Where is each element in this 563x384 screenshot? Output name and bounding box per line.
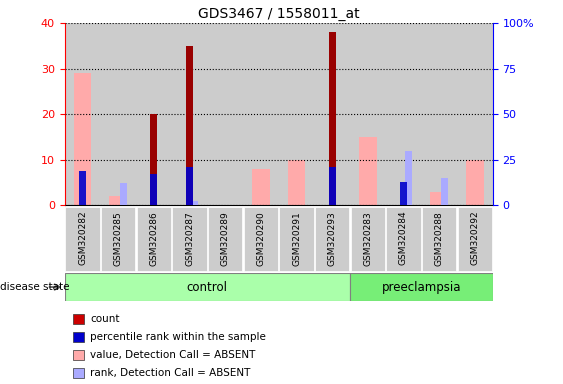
Text: preeclampsia: preeclampsia <box>382 281 461 293</box>
Text: GSM320287: GSM320287 <box>185 211 194 266</box>
Bar <box>386 23 421 205</box>
Bar <box>314 23 350 205</box>
Bar <box>421 23 457 205</box>
FancyBboxPatch shape <box>386 207 421 271</box>
Bar <box>73 368 84 377</box>
Text: GSM320286: GSM320286 <box>149 211 158 266</box>
Bar <box>243 23 279 205</box>
Bar <box>65 23 100 205</box>
FancyBboxPatch shape <box>422 207 456 271</box>
Text: percentile rank within the sample: percentile rank within the sample <box>91 332 266 342</box>
Bar <box>186 167 193 205</box>
Bar <box>150 114 158 205</box>
Bar <box>74 73 91 205</box>
Bar <box>73 332 84 342</box>
FancyBboxPatch shape <box>137 207 171 271</box>
FancyBboxPatch shape <box>244 207 278 271</box>
Text: value, Detection Call = ABSENT: value, Detection Call = ABSENT <box>91 350 256 360</box>
Text: GSM320285: GSM320285 <box>114 211 123 266</box>
Bar <box>279 23 314 205</box>
Text: disease state: disease state <box>0 282 69 292</box>
FancyBboxPatch shape <box>315 207 349 271</box>
Bar <box>441 178 448 205</box>
FancyBboxPatch shape <box>101 207 135 271</box>
FancyBboxPatch shape <box>172 207 207 271</box>
FancyBboxPatch shape <box>65 273 350 301</box>
Bar <box>288 160 305 205</box>
FancyBboxPatch shape <box>458 207 492 271</box>
Bar <box>172 23 207 205</box>
Bar <box>207 23 243 205</box>
Bar <box>186 46 193 205</box>
Bar <box>150 174 158 205</box>
Bar <box>120 183 127 205</box>
FancyBboxPatch shape <box>351 207 385 271</box>
FancyBboxPatch shape <box>350 273 493 301</box>
Text: count: count <box>91 314 120 324</box>
Bar <box>79 171 86 205</box>
Bar <box>400 182 407 205</box>
Bar <box>73 350 84 359</box>
Bar <box>329 32 336 205</box>
Text: GSM320283: GSM320283 <box>363 211 372 266</box>
Text: GSM320288: GSM320288 <box>435 211 444 266</box>
Bar <box>430 192 448 205</box>
FancyBboxPatch shape <box>65 207 100 271</box>
Bar <box>136 23 172 205</box>
Text: GSM320293: GSM320293 <box>328 211 337 266</box>
Bar <box>329 167 336 205</box>
Text: control: control <box>187 281 228 293</box>
Bar <box>100 23 136 205</box>
Bar <box>191 201 199 205</box>
Bar <box>350 23 386 205</box>
FancyBboxPatch shape <box>208 207 242 271</box>
Text: GSM320289: GSM320289 <box>221 211 230 266</box>
Bar <box>457 23 493 205</box>
Bar <box>73 314 84 324</box>
FancyBboxPatch shape <box>279 207 314 271</box>
Bar <box>109 196 127 205</box>
Bar <box>359 137 377 205</box>
Bar <box>466 160 484 205</box>
Text: GSM320292: GSM320292 <box>470 211 479 265</box>
Text: GSM320291: GSM320291 <box>292 211 301 266</box>
Text: GSM320284: GSM320284 <box>399 211 408 265</box>
Title: GDS3467 / 1558011_at: GDS3467 / 1558011_at <box>198 7 360 21</box>
Text: GSM320290: GSM320290 <box>256 211 265 266</box>
Text: GSM320282: GSM320282 <box>78 211 87 265</box>
Bar <box>252 169 270 205</box>
Bar <box>405 151 412 205</box>
Text: rank, Detection Call = ABSENT: rank, Detection Call = ABSENT <box>91 367 251 378</box>
